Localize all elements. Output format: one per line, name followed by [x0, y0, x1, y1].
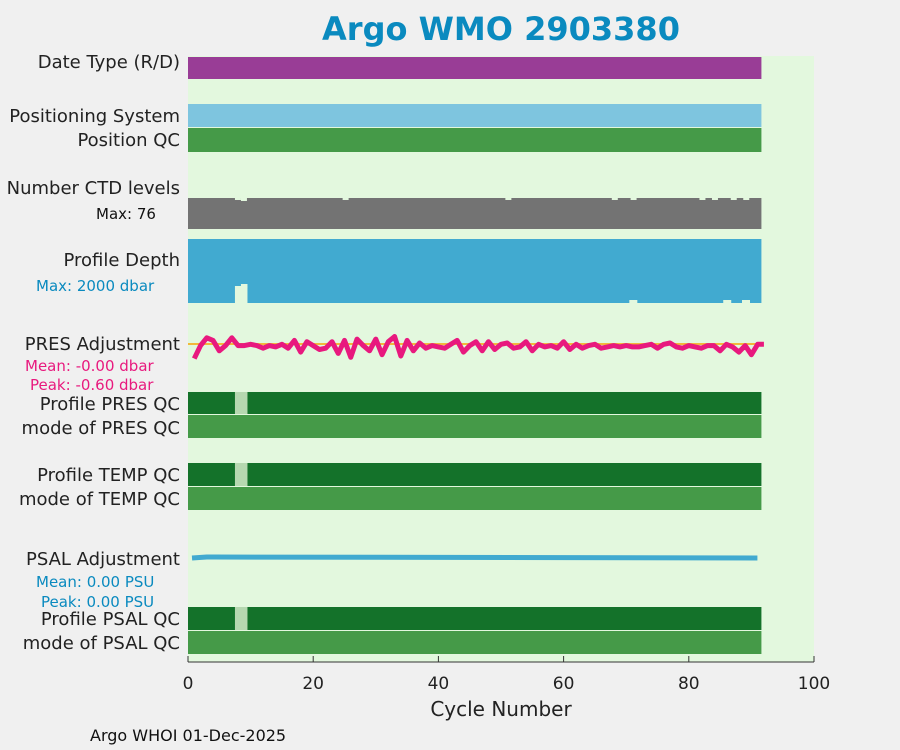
profile-pres-qc-bar	[188, 392, 762, 414]
label-pres-adjustment: PRES Adjustment	[24, 334, 180, 355]
position-qc-bar	[188, 128, 762, 152]
profile-psal-qc-bar	[188, 607, 762, 630]
adjustment-lines	[188, 334, 764, 561]
label-date-type: Date Type (R/D)	[37, 52, 180, 73]
pres-adjustment-line	[192, 334, 764, 360]
x-axis-label: Cycle Number	[430, 697, 572, 721]
depth-notch	[742, 300, 751, 304]
ctd-levels-bar	[188, 198, 762, 229]
positioning-bar	[188, 104, 762, 127]
x-tick-label: 100	[797, 674, 831, 694]
ctd-notch	[342, 196, 349, 200]
profile-depth-bar	[188, 239, 762, 303]
ctd-notch	[743, 196, 750, 200]
x-tick-label: 40	[427, 674, 450, 694]
x-tick-label: 60	[552, 674, 575, 694]
x-tick-label: 80	[677, 674, 700, 694]
label-psal-adjustment: PSAL Adjustment	[25, 549, 180, 570]
label-position-qc: Position QC	[77, 130, 180, 151]
label-mode-temp-qc: mode of TEMP QC	[18, 489, 180, 510]
psal-mean-text: Mean: 0.00 PSU	[36, 573, 155, 591]
chart-title: Argo WMO 2903380	[322, 10, 680, 48]
ctd-max-text: Max: 76	[96, 205, 156, 223]
label-profile-psal-qc: Profile PSAL QC	[40, 609, 180, 630]
ctd-notch	[240, 196, 247, 201]
depth-max-text: Max: 2000 dbar	[36, 277, 155, 295]
psal-adjustment-line	[191, 554, 758, 561]
mode-pres-qc-bar	[188, 415, 762, 438]
status-bars	[188, 57, 762, 654]
depth-gap	[240, 284, 248, 288]
profile-pres-qc-bar-gap	[234, 392, 248, 414]
label-positioning-system: Positioning System	[9, 106, 180, 127]
mode-psal-qc-bar	[188, 631, 762, 654]
label-ctd-levels: Number CTD levels	[6, 178, 180, 199]
x-tick-label: 20	[302, 674, 325, 694]
date-type-bar	[188, 57, 762, 79]
label-mode-psal-qc: mode of PSAL QC	[22, 633, 180, 654]
psal-peak-text: Peak: 0.00 PSU	[41, 593, 155, 611]
ctd-notch	[699, 196, 706, 200]
ctd-notch	[234, 196, 241, 200]
depth-notch	[723, 300, 732, 304]
depth-notch	[629, 300, 638, 304]
depth-gap	[234, 286, 248, 304]
footer-text: Argo WHOI 01-Dec-2025	[90, 726, 287, 745]
ctd-notch	[730, 196, 737, 200]
pres-mean-text: Mean: -0.00 dbar	[25, 357, 154, 375]
label-mode-pres-qc: mode of PRES QC	[21, 418, 180, 439]
plot-background	[188, 56, 814, 662]
profile-temp-qc-bar-gap	[234, 463, 248, 486]
ctd-notch	[505, 196, 512, 200]
label-profile-depth: Profile Depth	[63, 250, 180, 271]
ctd-notch	[630, 196, 637, 200]
label-profile-pres-qc: Profile PRES QC	[39, 394, 180, 415]
ctd-notch	[611, 196, 618, 200]
ctd-notch	[711, 196, 718, 200]
x-tick-label: 0	[182, 674, 194, 694]
pres-peak-text: Peak: -0.60 dbar	[30, 376, 154, 394]
x-axis	[187, 656, 815, 663]
label-profile-temp-qc: Profile TEMP QC	[37, 465, 180, 486]
profile-temp-qc-bar	[188, 463, 762, 486]
profile-psal-qc-bar-gap	[234, 607, 248, 630]
mode-temp-qc-bar	[188, 487, 762, 510]
